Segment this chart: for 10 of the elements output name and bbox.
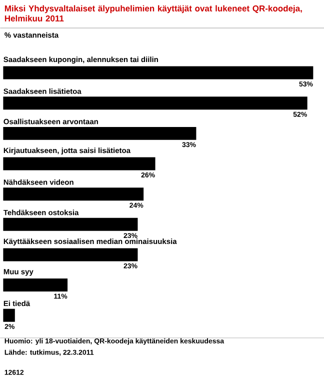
bar — [3, 157, 156, 170]
bar — [3, 308, 15, 322]
bar — [3, 218, 138, 231]
bar — [3, 66, 314, 80]
bar — [3, 96, 308, 110]
bar — [3, 248, 138, 262]
bar — [3, 126, 196, 140]
bar — [3, 278, 68, 292]
chart-title: Miksi Yhdysvaltalaiset älypuhelimien käyttäjät ovat lukeneet QR-koodeja, Helmikuu 2011 — [4, 5, 302, 22]
bar — [3, 188, 144, 201]
